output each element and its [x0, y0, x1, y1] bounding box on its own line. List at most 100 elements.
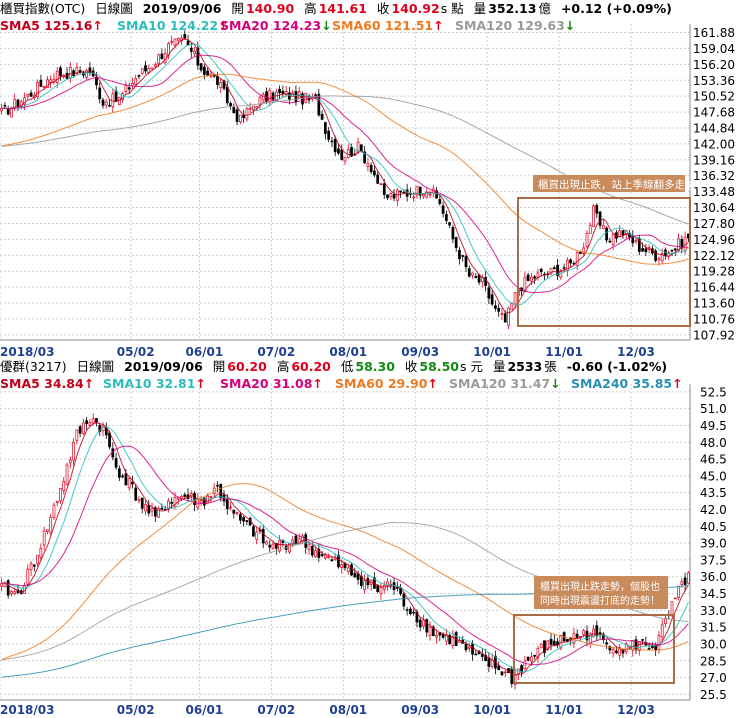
ma-line-sma20 — [1, 445, 689, 666]
candle-body — [324, 554, 327, 559]
candle-body — [150, 508, 154, 512]
candle-body — [29, 92, 33, 97]
candle-body — [72, 70, 75, 76]
y-tick-label: 46.5 — [700, 453, 727, 467]
candle-body — [369, 164, 373, 173]
candle-body — [212, 75, 216, 77]
annotation-callout — [534, 576, 668, 609]
candle-body — [49, 516, 53, 533]
candle-body — [412, 196, 416, 199]
candle-body — [340, 564, 344, 568]
y-tick-label: 136.32 — [693, 169, 735, 183]
y-tick-label: 51.0 — [700, 402, 727, 416]
candle-body — [657, 635, 661, 650]
top-sma10-value: SMA10 124.22 — [117, 18, 219, 33]
candle-body — [216, 484, 219, 487]
candle-body — [26, 568, 30, 585]
y-tick-label: 161.88 — [693, 26, 735, 40]
candle-body — [23, 97, 26, 105]
candle-body — [255, 531, 259, 540]
candle-body — [13, 99, 17, 109]
top-sma120-legend: SMA120 129.63↓ — [455, 17, 575, 34]
candle-body — [474, 653, 478, 656]
candle-body — [621, 230, 625, 236]
x-tick-label: 06/01 — [185, 703, 223, 717]
arrow-down-icon: ↓ — [564, 18, 576, 33]
candle-body — [575, 633, 579, 638]
candle-body — [150, 67, 154, 70]
candle-body — [320, 113, 324, 120]
candle-body — [238, 514, 242, 521]
top-header: 櫃買指數(OTC) 日線圖 2019/09/06 開 140.90 高 141.61… — [0, 0, 678, 18]
candle-body — [291, 539, 295, 546]
x-tick-label: 08/01 — [329, 345, 367, 359]
y-tick-label: 34.5 — [700, 587, 727, 601]
bottom-sma10-legend: SMA10 32.81↑ — [103, 375, 206, 392]
candle-body — [464, 256, 468, 268]
bottom-sma120-value: SMA120 31.47 — [449, 376, 551, 391]
candle-body — [641, 248, 644, 252]
candle-body — [157, 54, 160, 64]
candle-body — [415, 185, 419, 196]
bottom-low-label: 低 — [340, 359, 354, 374]
y-tick-label: 107.92 — [693, 328, 735, 342]
candle-body — [556, 264, 559, 277]
candle-body — [654, 250, 658, 261]
y-tick-label: 39.0 — [700, 537, 727, 551]
candle-body — [39, 79, 43, 87]
x-tick-label: 06/01 — [185, 345, 223, 359]
top-sma10-legend: SMA10 124.22↑ — [117, 17, 229, 34]
y-tick-label: 36.0 — [700, 570, 727, 584]
ma-line-sma10 — [1, 43, 689, 306]
candle-body — [39, 548, 43, 558]
candle-body — [343, 156, 347, 162]
bottom-sma20-legend: SMA20 31.08↑ — [220, 375, 323, 392]
candle-body — [78, 426, 82, 434]
candle-body — [497, 665, 501, 671]
top-unit: s 點 — [440, 1, 464, 16]
candle-body — [533, 654, 537, 657]
candle-body — [284, 91, 288, 95]
candle-body — [278, 88, 281, 94]
top-name: 櫃買指數(OTC) — [0, 1, 86, 16]
candle-body — [232, 107, 236, 114]
highlight-box — [517, 197, 691, 327]
candle-body — [248, 108, 252, 110]
candle-body — [294, 535, 298, 545]
candle-body — [199, 500, 203, 504]
candle-body — [673, 248, 677, 251]
candle-body — [235, 109, 239, 122]
candle-body — [533, 276, 537, 279]
candle-body — [288, 543, 291, 553]
candle-body — [552, 267, 556, 270]
candle-body — [232, 509, 236, 514]
candle-body — [203, 66, 206, 75]
candle-body — [670, 249, 674, 252]
candle-body — [608, 240, 612, 243]
y-tick-label: 156.20 — [693, 58, 735, 72]
candle-body — [134, 78, 138, 85]
bottom-change: -0.60 (-1.02%) — [566, 359, 668, 374]
ma-line-sma60 — [1, 73, 689, 265]
arrow-up-icon: ↑ — [433, 18, 444, 33]
candle-body — [144, 504, 147, 512]
candle-body — [474, 276, 478, 278]
x-tick-label: 2018/03 — [0, 703, 54, 717]
bottom-sma-legend: SMA5 34.84↑ SMA10 32.81↑ SMA20 31.08↑ SMA60… — [0, 375, 740, 392]
candle-body — [186, 40, 190, 46]
candle-body — [480, 653, 484, 657]
candle-body — [131, 481, 134, 485]
candle-body — [238, 114, 242, 123]
candle-body — [569, 259, 573, 264]
top-sma5-value: SMA5 125.16 — [0, 18, 93, 33]
candle-body — [402, 593, 406, 607]
y-tick-label: 159.04 — [693, 42, 735, 56]
x-tick-label: 12/03 — [617, 703, 655, 717]
candle-body — [245, 520, 249, 522]
y-tick-label: 52.5 — [700, 385, 727, 399]
arrow-up-icon: ↑ — [312, 376, 323, 391]
candle-body — [137, 75, 141, 77]
candle-body — [490, 659, 494, 667]
candle-body — [337, 148, 340, 154]
